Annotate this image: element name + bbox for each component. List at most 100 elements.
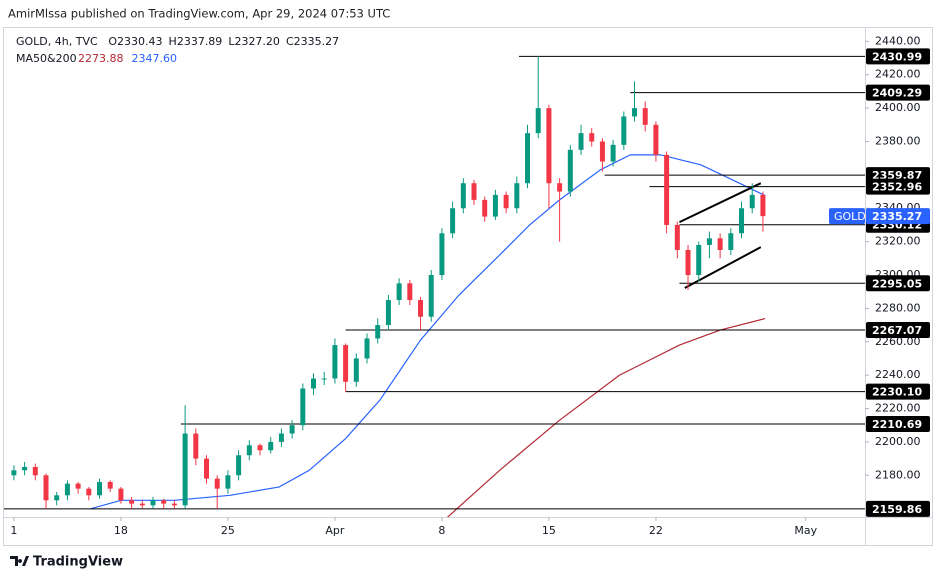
x-tick-label: 15 <box>542 524 556 537</box>
candle-body <box>599 141 605 162</box>
candle-body <box>278 433 284 442</box>
candle-body <box>418 300 424 317</box>
candle-body <box>642 108 648 125</box>
moving-average <box>90 154 766 510</box>
candle-body <box>471 183 477 200</box>
candle-body <box>268 441 274 451</box>
y-tick-label: 2320.00 <box>875 235 921 248</box>
candle-body <box>32 466 38 476</box>
candle-body <box>535 108 541 134</box>
candle-body <box>589 133 595 142</box>
candle-body <box>739 208 745 234</box>
candle-body <box>439 233 445 276</box>
x-tick-label: 8 <box>438 524 445 537</box>
price-tag-box <box>866 208 930 225</box>
candle-body <box>332 345 338 379</box>
chart-frame <box>3 27 933 546</box>
x-tick-label: Apr <box>325 524 345 537</box>
candle-body <box>685 249 691 276</box>
candle-body <box>460 183 466 209</box>
candle-body <box>257 445 263 451</box>
candle-body <box>182 433 188 506</box>
candle-body <box>696 244 702 276</box>
level-label: 2267.07 <box>872 324 922 337</box>
x-tick-label: 18 <box>114 524 128 537</box>
level-label: 2230.10 <box>872 386 922 399</box>
candle-body <box>503 194 509 209</box>
candle-body <box>353 358 359 382</box>
candle-body <box>749 194 755 209</box>
level-label: 2409.29 <box>872 87 922 100</box>
x-tick-label: 22 <box>649 524 663 537</box>
candle-body <box>75 483 81 489</box>
ma-value: 2273.88 <box>78 52 124 65</box>
price-tag-name-box <box>829 208 865 225</box>
level-label: 2430.99 <box>872 50 922 63</box>
candle-body <box>97 481 103 496</box>
price-tag-name: GOLD <box>834 210 866 223</box>
ohlc-value: C2335.27 <box>286 35 339 48</box>
candle-body <box>653 124 659 155</box>
y-tick-label: 2240.00 <box>875 368 921 381</box>
candle-body <box>54 495 60 501</box>
candle-body <box>107 481 113 489</box>
level-label-box <box>866 383 930 400</box>
candle-body <box>546 108 552 184</box>
footer-logo: TradingView <box>10 555 123 570</box>
candle-body <box>86 488 92 496</box>
x-tick-label: May <box>794 524 817 537</box>
level-label: 2295.05 <box>872 277 922 290</box>
candle-body <box>118 488 124 501</box>
candle-body <box>150 500 156 506</box>
candle-body <box>396 283 402 301</box>
candle-body <box>717 238 723 250</box>
candle-body <box>728 233 734 250</box>
footer-text: TradingView <box>33 555 123 570</box>
price-tag-value: 2335.27 <box>872 210 922 223</box>
candle-body <box>375 325 381 339</box>
candle-body <box>343 345 349 382</box>
ohlc-value: O2330.43 <box>108 35 162 48</box>
candle-body <box>610 144 616 162</box>
candle-body <box>321 378 327 380</box>
candle-body <box>300 388 306 426</box>
y-tick-label: 2440.00 <box>875 34 921 47</box>
candle-body <box>385 300 391 326</box>
candle-body <box>193 433 199 459</box>
candle-body <box>139 503 145 506</box>
candle-body <box>22 466 28 471</box>
ohlc-value: H2337.89 <box>169 35 223 48</box>
level-label: 2210.69 <box>872 418 922 431</box>
level-label-box <box>866 178 930 195</box>
level-label-box <box>866 321 930 338</box>
moving-average <box>446 318 766 517</box>
candle-body <box>557 183 563 192</box>
candle-body <box>760 194 766 217</box>
level-label: 2352.96 <box>872 181 922 194</box>
y-tick-label: 2200.00 <box>875 435 921 448</box>
candle-body <box>706 238 712 245</box>
candle-body <box>129 500 135 504</box>
candle-body <box>236 455 242 476</box>
candle-body <box>450 208 456 234</box>
candle-body <box>674 224 680 250</box>
plot-area <box>4 55 865 517</box>
candle-body <box>525 133 531 184</box>
candle-body <box>514 183 520 209</box>
y-tick-label: 2380.00 <box>875 134 921 147</box>
level-label-box <box>866 48 930 65</box>
publish-header: AmirMlssa published on TradingView.com, … <box>8 7 390 21</box>
ohlc-value: L2327.20 <box>228 35 280 48</box>
channel-line <box>679 182 762 224</box>
y-tick-label: 2280.00 <box>875 301 921 314</box>
x-tick-label: 1 <box>10 524 17 537</box>
candle-body <box>364 338 370 359</box>
y-tick-label: 2260.00 <box>875 335 921 348</box>
ma-label: MA50&200 <box>16 52 77 65</box>
y-tick-label: 2400.00 <box>875 101 921 114</box>
candle-body <box>621 116 627 145</box>
level-label-box <box>866 416 930 433</box>
candle-body <box>311 378 317 389</box>
level-label: 2159.86 <box>872 503 922 516</box>
candle-body <box>214 478 220 489</box>
